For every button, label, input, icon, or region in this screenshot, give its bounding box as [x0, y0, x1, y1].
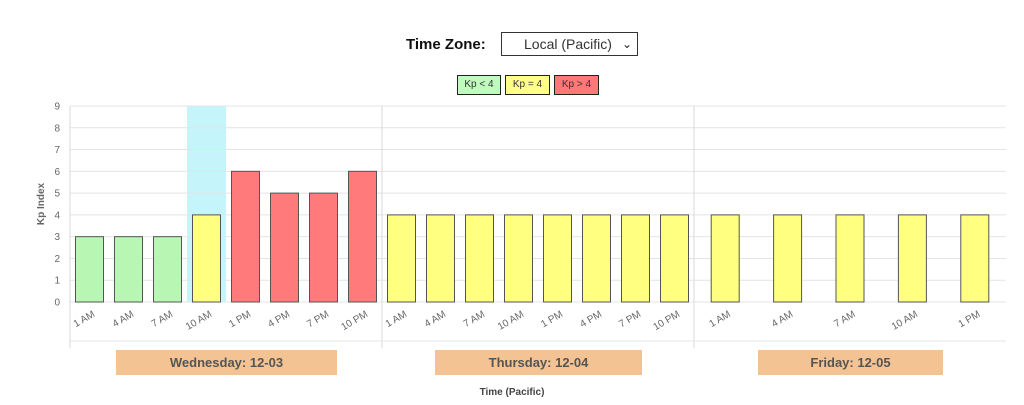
- timezone-label: Time Zone:: [406, 36, 486, 53]
- legend-kp-high-label: Kp > 4: [561, 79, 592, 90]
- timezone-selected-value: Local (Pacific): [524, 36, 612, 52]
- x-tick-label-day0-1: 4 AM: [111, 309, 136, 330]
- bar-day2-2: [835, 214, 865, 303]
- x-tick-label-day1-7: 10 PM: [651, 309, 682, 333]
- bar-day2-4: [960, 214, 990, 303]
- bar-day1-2: [465, 214, 494, 303]
- day-label-friday: Friday: 12-05: [758, 350, 943, 375]
- x-tick-label-day0-2: 7 AM: [150, 309, 175, 330]
- bar-day0-6: [309, 192, 338, 303]
- bar-day0-1: [114, 236, 143, 303]
- y-tick-label-7: 7: [54, 145, 60, 156]
- y-tick-label-2: 2: [54, 254, 60, 265]
- bar-day0-3: [192, 214, 221, 303]
- bar-day1-1: [426, 214, 455, 303]
- x-tick-label-day0-5: 4 PM: [266, 309, 292, 330]
- x-tick-label-day2-4: 1 PM: [957, 309, 983, 330]
- x-tick-label-day0-6: 7 PM: [305, 309, 331, 330]
- x-tick-label-day0-4: 1 PM: [227, 309, 253, 330]
- bar-day1-5: [582, 214, 611, 303]
- x-tick-label-day2-1: 4 AM: [770, 309, 795, 330]
- bar-day2-0: [710, 214, 740, 303]
- x-tick-label-day1-2: 7 AM: [462, 309, 487, 330]
- legend-kp-low: Kp < 4: [457, 75, 501, 95]
- x-tick-label-day2-2: 7 AM: [832, 309, 857, 330]
- day-label-wednesday-text: Wednesday: 12-03: [169, 355, 284, 370]
- x-tick-label-day1-3: 10 AM: [496, 309, 526, 333]
- bar-day2-3: [897, 214, 927, 303]
- day-label-thursday: Thursday: 12-04: [435, 350, 642, 375]
- day-label-thursday-text: Thursday: 12-04: [488, 355, 589, 370]
- x-tick-label-day2-3: 10 AM: [890, 309, 920, 333]
- day-label-wednesday: Wednesday: 12-03: [116, 350, 337, 375]
- bar-day1-4: [543, 214, 572, 303]
- x-axis-title: Time (Pacific): [479, 387, 545, 398]
- x-tick-label-day0-3: 10 AM: [184, 309, 214, 333]
- x-tick-label-day2-0: 1 AM: [707, 309, 732, 330]
- bar-day0-5: [270, 192, 299, 303]
- y-tick-label-9: 9: [54, 102, 60, 113]
- bar-day0-4: [231, 170, 260, 303]
- x-tick-label-day1-5: 4 PM: [578, 309, 604, 330]
- y-tick-label-5: 5: [54, 189, 60, 200]
- y-tick-label-3: 3: [54, 232, 60, 243]
- y-axis-title: Kp Index: [36, 182, 47, 225]
- legend-kp-mid-label: Kp = 4: [512, 79, 543, 90]
- chevron-down-icon: ⌄: [621, 37, 632, 51]
- x-tick-label-day1-1: 4 AM: [423, 309, 448, 330]
- bar-day2-1: [773, 214, 803, 303]
- timezone-row: Time Zone: Local (Pacific) ⌄: [0, 32, 1024, 58]
- y-tick-label-8: 8: [54, 123, 60, 134]
- bar-day1-0: [387, 214, 416, 303]
- timezone-select[interactable]: Local (Pacific) ⌄: [501, 32, 638, 56]
- bar-day0-2: [153, 236, 182, 303]
- y-tick-label-4: 4: [54, 210, 60, 221]
- day-label-friday-text: Friday: 12-05: [810, 355, 891, 370]
- legend-kp-high: Kp > 4: [554, 75, 599, 95]
- bar-day1-7: [660, 214, 689, 303]
- x-tick-label-day0-0: 1 AM: [72, 309, 97, 330]
- y-tick-label-0: 0: [54, 298, 60, 309]
- legend-kp-low-label: Kp < 4: [464, 79, 494, 90]
- bar-day0-7: [348, 170, 377, 303]
- y-tick-label-1: 1: [54, 276, 60, 287]
- bar-day0-0: [75, 236, 104, 303]
- legend-kp-mid: Kp = 4: [505, 75, 550, 95]
- x-tick-label-day1-6: 7 PM: [617, 309, 643, 330]
- bar-day1-3: [504, 214, 533, 303]
- x-tick-label-day0-7: 10 PM: [339, 309, 370, 333]
- bar-day1-6: [621, 214, 650, 303]
- y-tick-label-6: 6: [54, 167, 60, 178]
- x-tick-label-day1-4: 1 PM: [539, 309, 565, 330]
- x-tick-label-day1-0: 1 AM: [384, 309, 409, 330]
